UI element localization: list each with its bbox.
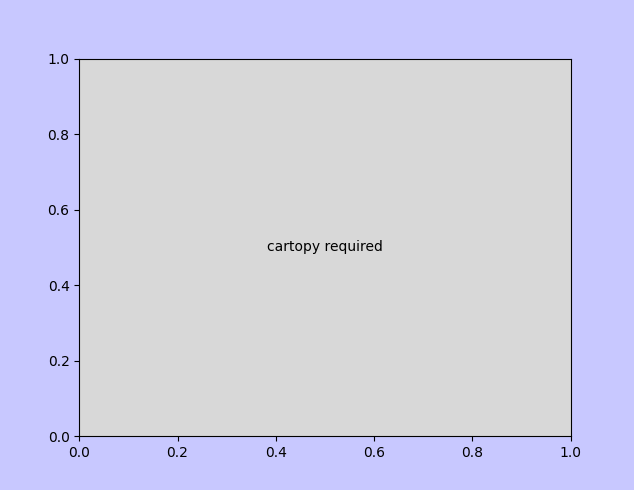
Text: cartopy required: cartopy required — [267, 241, 383, 254]
